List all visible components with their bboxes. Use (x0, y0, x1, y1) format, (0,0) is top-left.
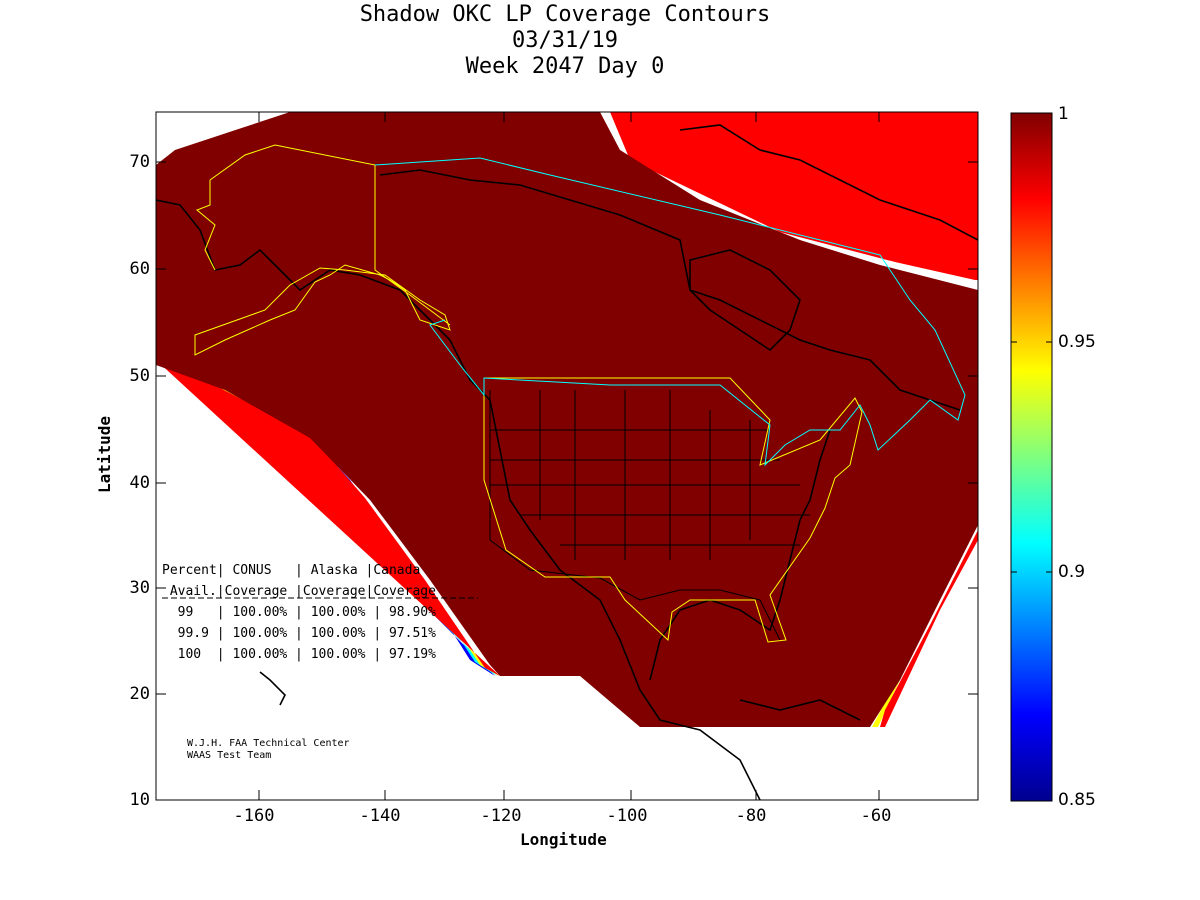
colorbar-tick: 0.9 (1058, 562, 1086, 582)
y-tick: 60 (129, 259, 150, 279)
coverage-region (156, 112, 978, 727)
credit-line: WAAS Test Team (187, 750, 272, 761)
y-axis-label: Latitude (95, 415, 115, 494)
x-tick: -120 (480, 806, 522, 826)
axis-ticks (156, 112, 978, 800)
stats-subheader: Avail.|Coverage |Coverage|Coverage (162, 584, 436, 599)
stats-header: Percent| CONUS | Alaska |Canada (162, 563, 421, 578)
colorbar-tick: 0.95 (1058, 332, 1096, 352)
stats-row: 99.9 | 100.00% | 100.00% | 97.51% (162, 626, 436, 641)
x-tick: -80 (735, 806, 767, 826)
plot-date: 03/31/19 (512, 28, 618, 53)
x-tick: -160 (233, 806, 275, 826)
plot-week: Week 2047 Day 0 (465, 54, 665, 79)
x-tick: -100 (606, 806, 648, 826)
plot-title: Shadow OKC LP Coverage Contours (359, 2, 771, 27)
y-tick: 70 (129, 152, 150, 172)
colorbar-tick: 0.85 (1058, 790, 1096, 810)
colorbar-tick: 1 (1058, 104, 1069, 124)
stats-row: 99 | 100.00% | 100.00% | 98.90% (162, 605, 436, 620)
plot-frame (155, 111, 979, 801)
coastline (156, 124, 978, 800)
canada-boundary (374, 157, 966, 467)
coverage-edge-sw (156, 335, 978, 800)
x-tick: -60 (860, 806, 892, 826)
coverage-stats-table: Percent| CONUS | Alaska |Canada Avail.|C… (162, 560, 436, 665)
stats-row: 100 | 100.00% | 100.00% | 97.19% (162, 647, 436, 662)
y-tick: 10 (129, 790, 150, 810)
state-lines (489, 390, 810, 641)
y-tick: 40 (129, 473, 150, 493)
y-tick: 30 (129, 578, 150, 598)
y-tick: 50 (129, 366, 150, 386)
colorbar (1010, 112, 1053, 802)
credit-text: W.J.H. FAA Technical Center WAAS Test Tea… (187, 738, 350, 762)
x-axis-label: Longitude (520, 830, 607, 849)
credit-line: W.J.H. FAA Technical Center (187, 738, 350, 749)
x-tick: -140 (359, 806, 401, 826)
y-tick: 20 (129, 684, 150, 704)
